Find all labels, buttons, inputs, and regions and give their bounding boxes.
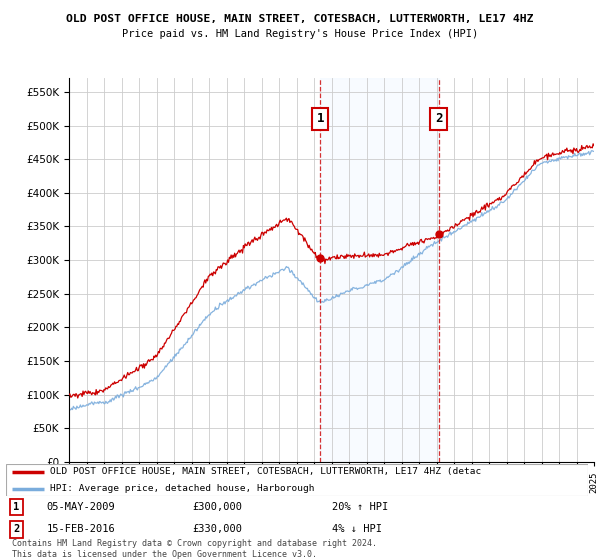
Text: 05-MAY-2009: 05-MAY-2009 — [47, 502, 115, 512]
Text: 4% ↓ HPI: 4% ↓ HPI — [332, 525, 382, 534]
Text: OLD POST OFFICE HOUSE, MAIN STREET, COTESBACH, LUTTERWORTH, LE17 4HZ (detac: OLD POST OFFICE HOUSE, MAIN STREET, COTE… — [50, 467, 481, 476]
Text: 1: 1 — [13, 502, 20, 512]
Text: 20% ↑ HPI: 20% ↑ HPI — [332, 502, 388, 512]
Text: 1: 1 — [316, 112, 324, 125]
Text: 2: 2 — [435, 112, 442, 125]
Text: 2: 2 — [13, 525, 20, 534]
Text: £300,000: £300,000 — [192, 502, 242, 512]
Text: Price paid vs. HM Land Registry's House Price Index (HPI): Price paid vs. HM Land Registry's House … — [122, 29, 478, 39]
Text: Contains HM Land Registry data © Crown copyright and database right 2024.
This d: Contains HM Land Registry data © Crown c… — [12, 539, 377, 559]
Text: OLD POST OFFICE HOUSE, MAIN STREET, COTESBACH, LUTTERWORTH, LE17 4HZ: OLD POST OFFICE HOUSE, MAIN STREET, COTE… — [66, 14, 534, 24]
Text: 15-FEB-2016: 15-FEB-2016 — [47, 525, 115, 534]
Text: £330,000: £330,000 — [192, 525, 242, 534]
Text: HPI: Average price, detached house, Harborough: HPI: Average price, detached house, Harb… — [50, 484, 314, 493]
Bar — [320, 78, 439, 462]
